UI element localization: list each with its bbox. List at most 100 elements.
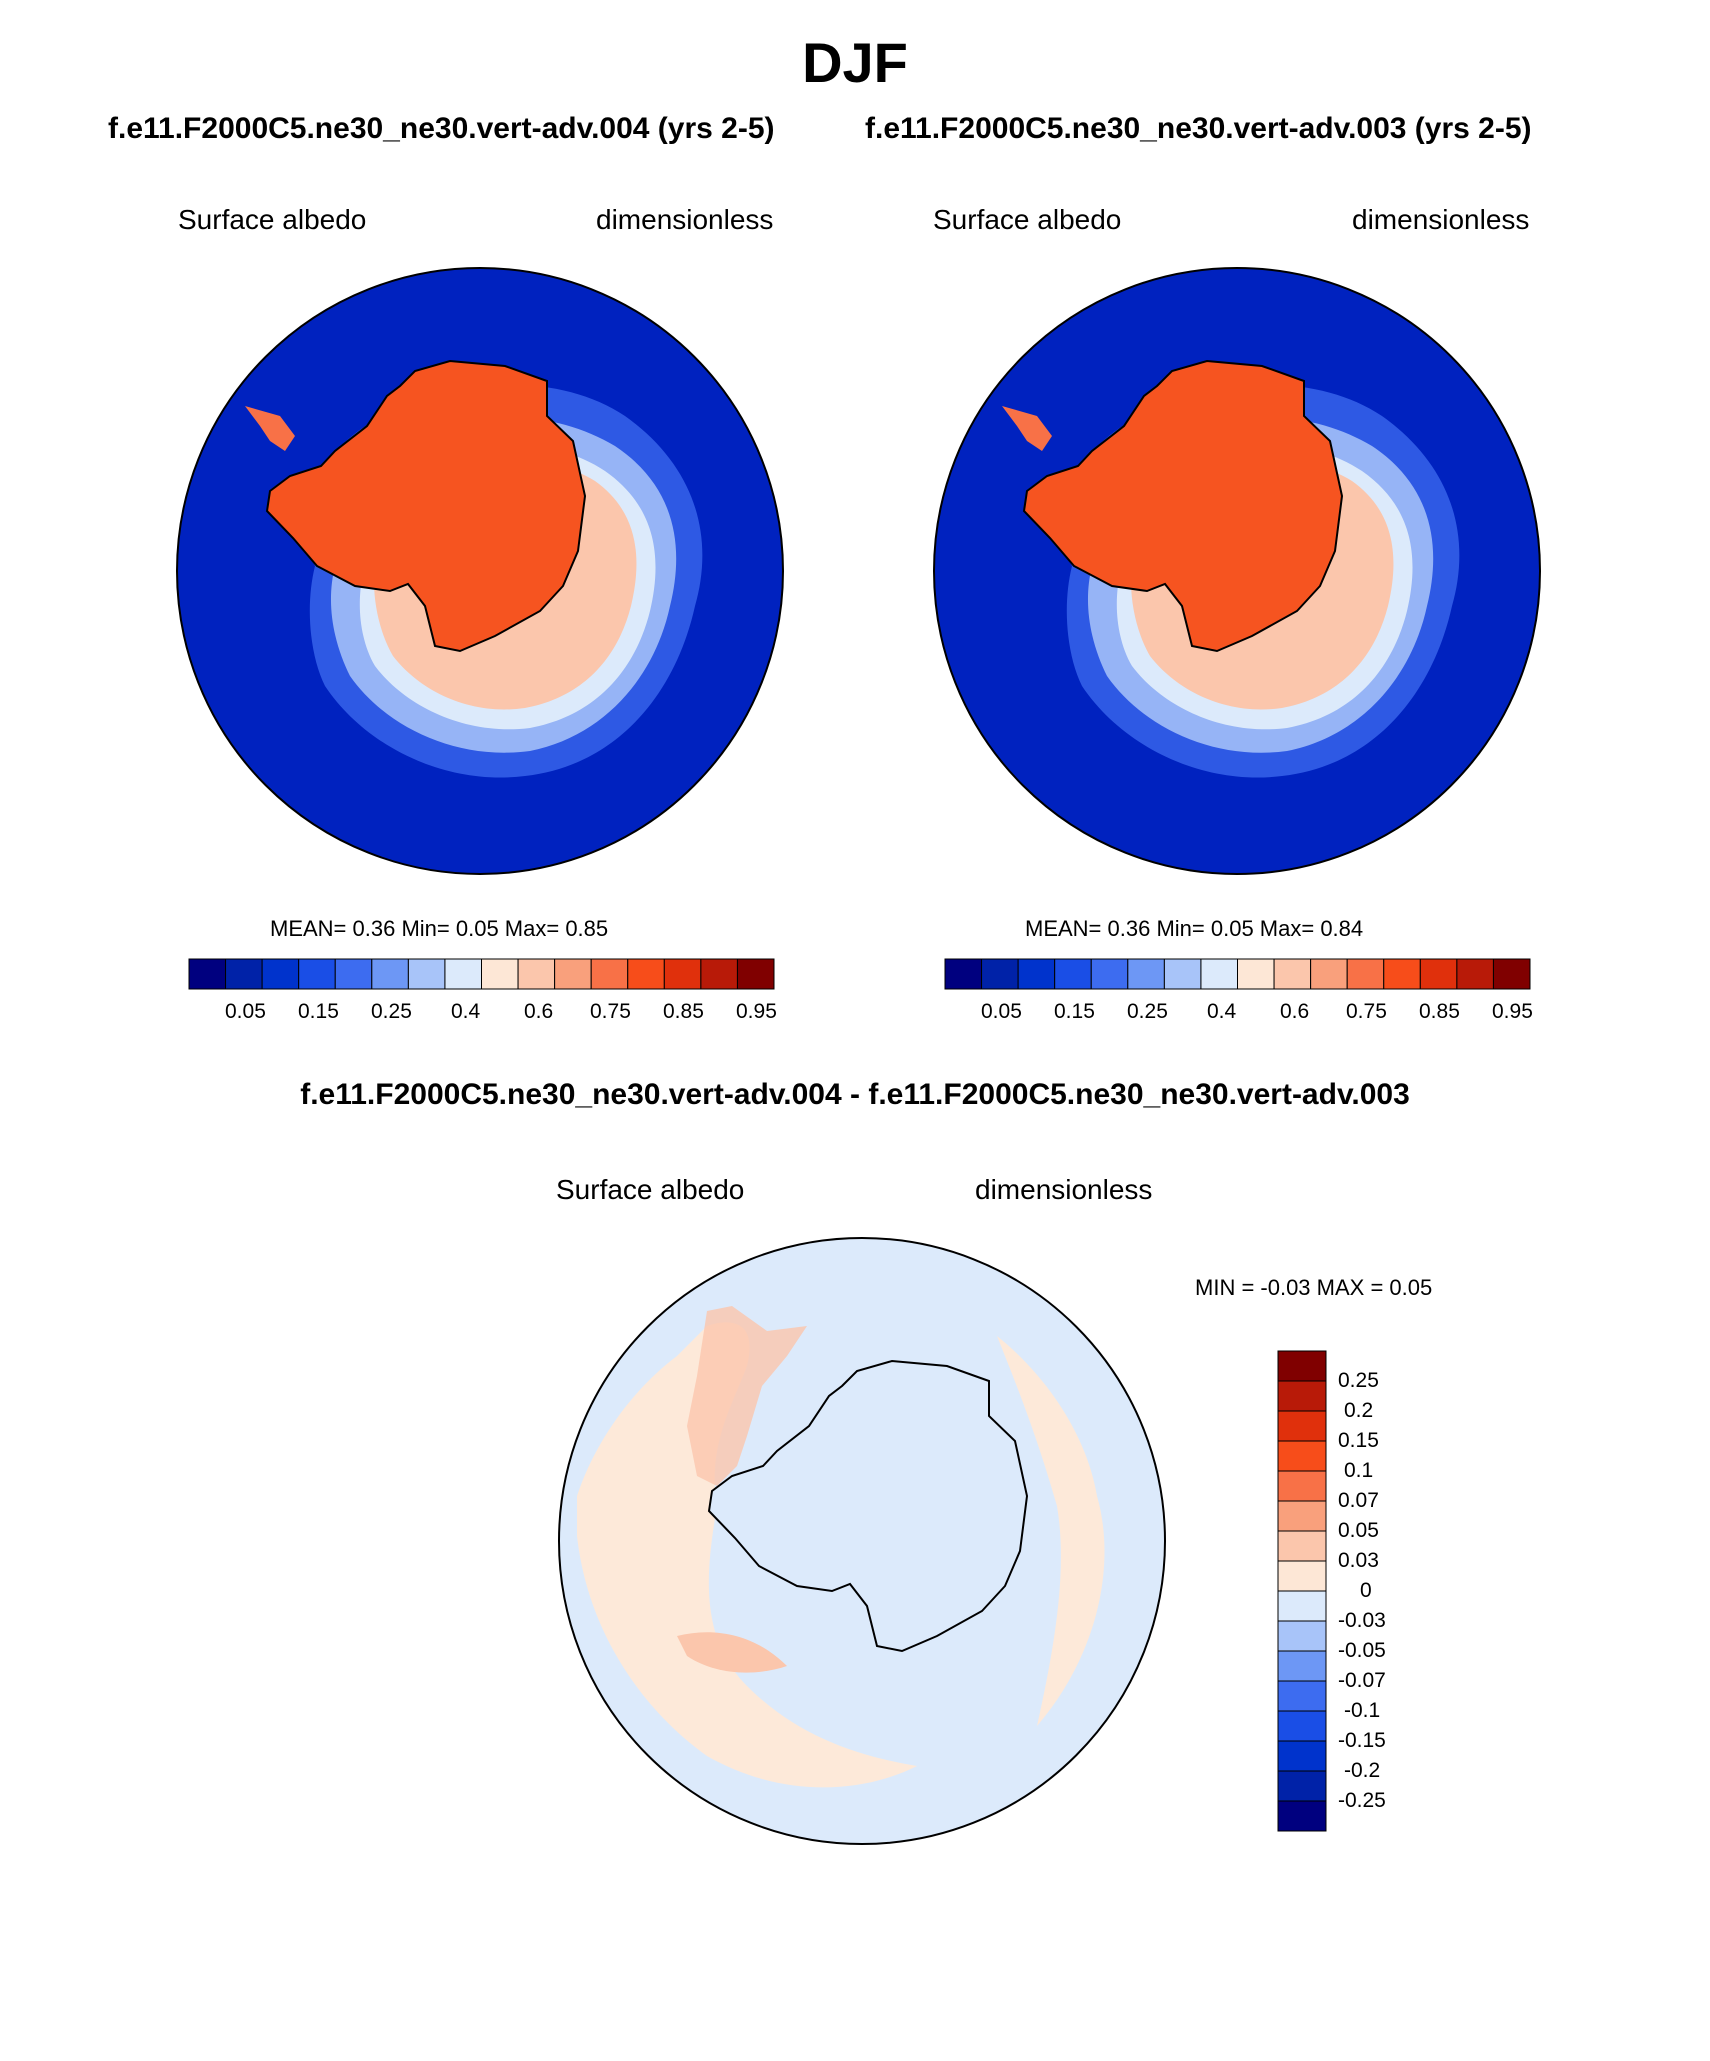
colorbar-cell [1277, 1770, 1327, 1802]
colorbar-tick: -0.05 [1338, 1639, 1386, 1662]
difference-stats: MIN = -0.03 MAX = 0.05 [1195, 1275, 1433, 1300]
colorbar-cell [736, 958, 775, 990]
colorbar-cell [1277, 1380, 1327, 1412]
colorbar-cell [1277, 1470, 1327, 1502]
colorbar-tick: 0.6 [1280, 1000, 1310, 1023]
colorbar-cell [1277, 1710, 1327, 1742]
colorbar-tick: -0.15 [1338, 1729, 1386, 1752]
colorbar-cell [1456, 958, 1494, 990]
panel-2-units-label: dimensionless [1352, 204, 1530, 235]
colorbar-cells [944, 958, 1531, 990]
colorbar-cell [944, 958, 983, 990]
colorbar-cell [1419, 958, 1458, 990]
map-border [176, 267, 784, 875]
colorbar-cell [1237, 958, 1275, 990]
difference-positive-patch [687, 1306, 807, 1486]
colorbar-cell [444, 958, 483, 990]
colorbar-cell [1492, 958, 1531, 990]
colorbar-tick: -0.07 [1338, 1669, 1386, 1692]
panel-1-stats: MEAN= 0.36 Min= 0.05 Max= 0.85 [270, 916, 609, 941]
colorbar-tick: -0.1 [1344, 1699, 1381, 1722]
panel-2-polar-map [933, 267, 1541, 875]
colorbar-tick: 0.03 [1338, 1549, 1379, 1572]
peninsula [1002, 406, 1052, 451]
panel-2-colorbar-ticks: 0.05 0.15 0.25 0.4 0.6 0.75 0.85 0.95 [945, 1000, 1533, 1030]
colorbar-cell [1346, 958, 1385, 990]
panel-1-polar-map [176, 267, 784, 875]
difference-positive-sector-west [577, 1322, 917, 1788]
colorbar-cell [1277, 1440, 1327, 1472]
colorbar-cell [225, 958, 263, 990]
panel-2-variable-label: Surface albedo [933, 204, 1122, 235]
colorbar-tick: 0.15 [298, 1000, 339, 1023]
colorbar-cell [1163, 958, 1202, 990]
antarctica-continent [265, 359, 587, 653]
colorbar-cell [1054, 958, 1092, 990]
colorbar-tick: 0.4 [1207, 1000, 1237, 1023]
colorbar-cell [1383, 958, 1421, 990]
colorbar-cell [334, 958, 373, 990]
colorbar-cell [1277, 1500, 1327, 1532]
colorbar-tick: 0.05 [225, 1000, 266, 1023]
panel-1-variable-label: Surface albedo [178, 204, 367, 235]
colorbar-tick: 0.15 [1054, 1000, 1095, 1023]
colorbar-cell [554, 958, 592, 990]
colorbar-tick: 0.07 [1338, 1489, 1379, 1512]
colorbar-tick: -0.2 [1344, 1759, 1381, 1782]
colorbar-cell [1277, 1560, 1327, 1592]
panel-2-title: f.e11.F2000C5.ne30_ne30.vert-adv.003 (yr… [865, 112, 1532, 145]
colorbar-cell [1277, 1530, 1327, 1562]
colorbar-cell [1090, 958, 1129, 990]
colorbar-cell [371, 958, 409, 990]
difference-title: f.e11.F2000C5.ne30_ne30.vert-adv.004 - f… [300, 1078, 1410, 1111]
colorbar-cell [627, 958, 665, 990]
colorbar-cell [663, 958, 702, 990]
colorbar-tick: -0.03 [1338, 1609, 1386, 1632]
colorbar-tick: 0.15 [1338, 1429, 1379, 1452]
panel-2-stats: MEAN= 0.36 Min= 0.05 Max= 0.84 [1025, 916, 1364, 941]
season-title: DJF [802, 31, 908, 94]
colorbar-tick: 0.25 [1127, 1000, 1168, 1023]
colorbar-tick: 0.05 [981, 1000, 1022, 1023]
colorbar-cell [1017, 958, 1056, 990]
colorbar-cells [188, 958, 775, 990]
colorbar-cell [981, 958, 1019, 990]
colorbar-cells [1277, 1350, 1327, 1832]
difference-positive-sector-east [997, 1336, 1105, 1726]
panel-1-units-label: dimensionless [596, 204, 774, 235]
map-border [933, 267, 1541, 875]
colorbar-tick: 0.95 [1492, 1000, 1533, 1023]
colorbar-cell [1277, 1800, 1327, 1832]
colorbar-cell [1277, 1620, 1327, 1652]
colorbar-cell [700, 958, 738, 990]
colorbar-tick: 0.85 [1419, 1000, 1460, 1023]
colorbar-cell [1277, 1680, 1327, 1712]
colorbar-tick: 0.75 [590, 1000, 631, 1023]
colorbar-tick: 0.4 [451, 1000, 481, 1023]
colorbar-cell [1310, 958, 1348, 990]
colorbar-tick: 0.25 [1338, 1369, 1379, 1392]
colorbar-tick: 0.95 [736, 1000, 777, 1023]
panel-1-title: f.e11.F2000C5.ne30_ne30.vert-adv.004 (yr… [108, 112, 775, 145]
colorbar-tick: 0.6 [524, 1000, 554, 1023]
colorbar-cell [1127, 958, 1165, 990]
colorbar-cell [407, 958, 446, 990]
peninsula [245, 406, 295, 451]
colorbar-tick: 0.85 [663, 1000, 704, 1023]
colorbar-cell [590, 958, 629, 990]
colorbar-cell [1277, 1410, 1327, 1442]
colorbar-cell [517, 958, 556, 990]
panel-2-colorbar [944, 958, 1531, 990]
colorbar-cell [1200, 958, 1239, 990]
panel-1-colorbar-ticks: 0.05 0.15 0.25 0.4 0.6 0.75 0.85 0.95 [189, 1000, 777, 1030]
colorbar-cell [1277, 1590, 1327, 1622]
colorbar-tick: 0 [1360, 1579, 1372, 1602]
colorbar-cell [298, 958, 336, 990]
colorbar-cell [1273, 958, 1312, 990]
difference-units-label: dimensionless [975, 1174, 1153, 1205]
difference-colorbar-ticks: 0.25 0.2 0.15 0.1 0.07 0.05 0.03 0 -0.03… [1338, 1351, 1418, 1831]
colorbar-cell [188, 958, 227, 990]
panel-1-colorbar [188, 958, 775, 990]
difference-variable-label: Surface albedo [556, 1174, 745, 1205]
colorbar-cell [1277, 1650, 1327, 1682]
